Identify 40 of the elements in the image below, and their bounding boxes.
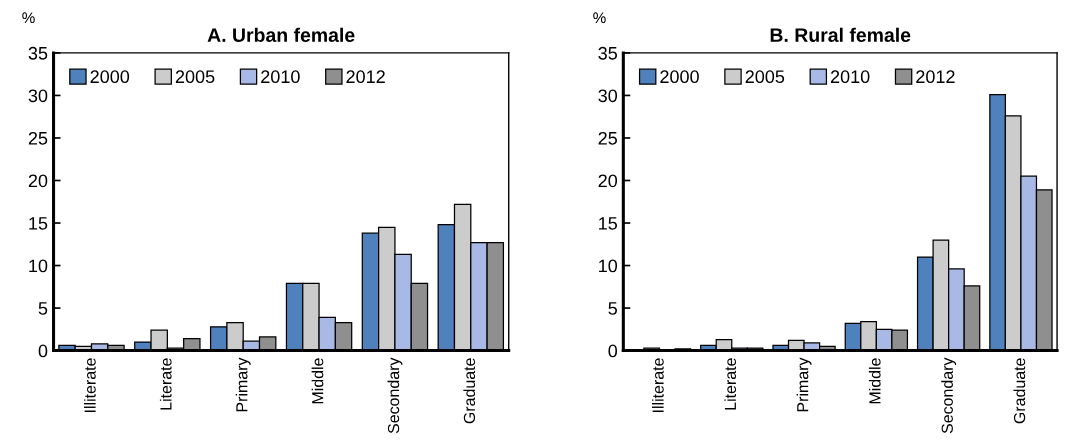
legend-label: 2005 bbox=[175, 70, 215, 84]
y-tick-label: 15 bbox=[29, 217, 48, 230]
x-tick-label: Secondary bbox=[387, 357, 403, 434]
y-tick-label: 35 bbox=[598, 46, 618, 60]
x-tick-label: Primary bbox=[796, 357, 812, 412]
x-tick-label: Illiterate bbox=[84, 358, 96, 412]
x-tick-label: Illiterate bbox=[652, 358, 664, 412]
x-tick-label: Middle bbox=[311, 358, 324, 404]
legend-label: 2012 bbox=[916, 70, 955, 84]
y-tick-label: 20 bbox=[28, 174, 48, 188]
y-tick-label: 10 bbox=[29, 259, 48, 273]
x-tick-label: Secondary bbox=[941, 357, 957, 434]
y-tick-label: 15 bbox=[599, 217, 618, 230]
x-tick-label: Literate bbox=[724, 358, 737, 410]
y-tick-label: 0 bbox=[608, 344, 618, 358]
chart-title: A. Urban female bbox=[207, 27, 355, 42]
chart-title: B. Rural female bbox=[770, 27, 911, 42]
y-tick-label: 30 bbox=[598, 89, 618, 103]
y-axis-title: % bbox=[22, 12, 35, 24]
legend-label: 2000 bbox=[660, 70, 699, 84]
y-tick-label: 25 bbox=[598, 131, 618, 145]
y-axis-title: % bbox=[593, 12, 606, 24]
x-tick-label: Graduate bbox=[1013, 358, 1026, 424]
legend-label: 2005 bbox=[745, 70, 785, 84]
y-tick-label: 25 bbox=[28, 131, 48, 145]
y-tick-label: 20 bbox=[598, 174, 618, 188]
y-tick-label: 35 bbox=[28, 46, 48, 60]
x-tick-label: Primary bbox=[235, 357, 251, 412]
y-tick-label: 5 bbox=[608, 302, 618, 315]
x-tick-label: Graduate bbox=[463, 358, 476, 424]
x-tick-label: Literate bbox=[159, 358, 172, 410]
legend-label: 2012 bbox=[346, 70, 385, 84]
legend-label: 2010 bbox=[830, 70, 870, 84]
y-tick-label: 10 bbox=[599, 259, 618, 273]
y-tick-label: 30 bbox=[28, 89, 48, 103]
legend-label: 2000 bbox=[90, 70, 130, 84]
x-tick-label: Middle bbox=[868, 358, 881, 404]
y-tick-label: 0 bbox=[38, 344, 48, 358]
y-tick-label: 5 bbox=[38, 302, 48, 315]
legend-label: 2010 bbox=[261, 70, 300, 84]
